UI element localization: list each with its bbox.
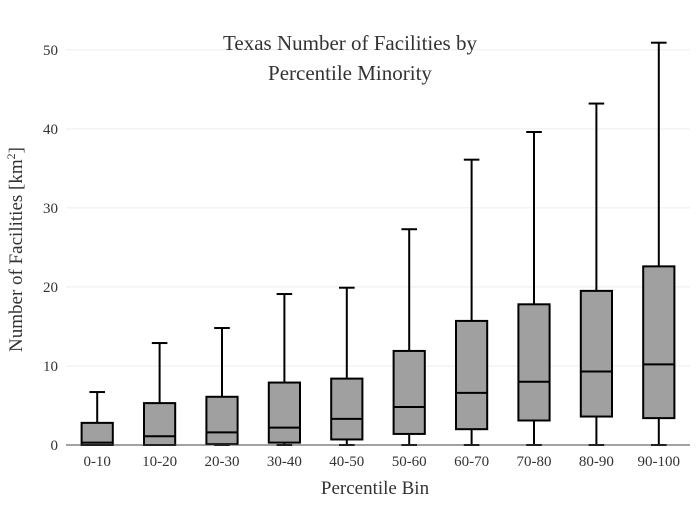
y-tick-label: 50 <box>43 43 58 59</box>
iqr-box <box>267 381 301 444</box>
x-tick-label: 10-20 <box>142 454 177 470</box>
box-90-100 <box>642 41 676 446</box>
x-tick-label: 20-30 <box>205 454 240 470</box>
x-tick-label: 50-60 <box>392 454 427 470</box>
box-20-30 <box>205 327 239 446</box>
x-axis-title: Percentile Bin <box>321 478 430 499</box>
iqr-box <box>392 349 426 435</box>
box-50-60 <box>392 228 426 446</box>
iqr-box <box>205 395 239 446</box>
x-tick-label: 70-80 <box>517 454 552 470</box>
y-axis-title-end: ] <box>6 147 27 153</box>
y-tick-labels: 0 10 20 30 40 50 <box>43 43 58 454</box>
iqr-box <box>143 402 177 447</box>
iqr-box <box>579 289 613 418</box>
y-axis-title-superscript: 2 <box>4 153 18 159</box>
x-tick-labels: 0-10 10-20 20-30 30-40 40-50 50-60 60-70 70-80 8… <box>83 454 680 470</box>
y-tick-label: 40 <box>43 122 58 138</box>
iqr-box <box>517 303 551 422</box>
box-30-40 <box>267 293 301 446</box>
x-tick-label: 40-50 <box>329 454 364 470</box>
chart-title-line-2: Percentile Minority <box>268 61 432 85</box>
box-series <box>80 41 676 447</box>
iqr-box <box>330 377 364 441</box>
iqr-box <box>455 319 489 431</box>
y-tick-label: 10 <box>43 359 58 375</box>
x-tick-label: 60-70 <box>454 454 489 470</box>
y-tick-label: 0 <box>51 438 59 454</box>
box-0-10 <box>80 391 114 447</box>
y-tick-label: 30 <box>43 201 58 217</box>
x-tick-label: 90-100 <box>638 454 681 470</box>
box-40-50 <box>330 286 364 446</box>
x-tick-label: 30-40 <box>267 454 302 470</box>
box-70-80 <box>517 131 551 446</box>
y-axis-title-main: Number of Facilities [km <box>6 159 27 352</box>
box-80-90 <box>579 102 613 446</box>
y-axis-title: Number of Facilities [km2] <box>4 147 27 352</box>
x-tick-label: 80-90 <box>579 454 614 470</box>
iqr-box <box>642 265 676 420</box>
x-tick-label: 0-10 <box>83 454 111 470</box>
box-10-20 <box>143 342 177 447</box>
y-tick-label: 20 <box>43 280 58 296</box>
chart-title-line-1: Texas Number of Facilities by <box>223 31 477 55</box>
box-60-70 <box>455 158 489 446</box>
